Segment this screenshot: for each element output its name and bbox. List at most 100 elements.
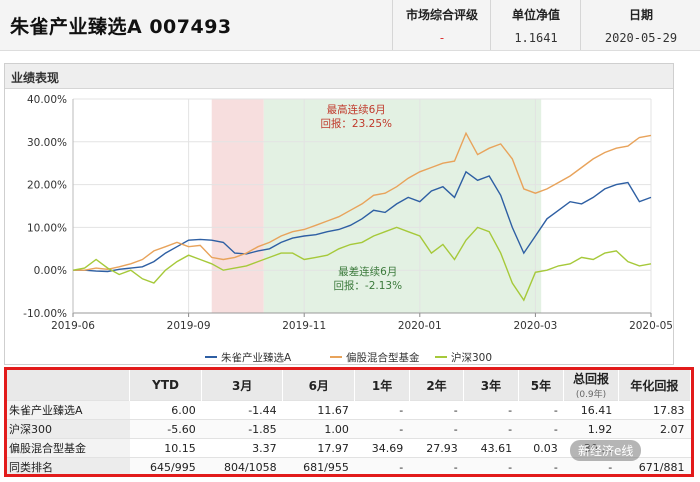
- returns-table: YTD 3月 6月 1年 2年 3年 5年 总回报 (0.9年) 年化回报 朱雀产业臻选A 6.00…: [7, 370, 691, 474]
- x-tick-label: 2020-03: [513, 320, 557, 332]
- table-header-cell: 年化回报: [618, 370, 691, 401]
- table-cell: 645/995: [129, 457, 202, 474]
- table-header-cell: 总回报 (0.9年): [563, 370, 619, 401]
- table-cell: 11.67: [282, 400, 355, 420]
- row-name: 偏股混合型基金: [7, 438, 130, 458]
- table-cell: 2.07: [618, 419, 691, 439]
- nav-value: 1.1641: [514, 31, 558, 45]
- legend-label: 朱雀产业臻选A: [221, 351, 292, 364]
- table-cell: -: [409, 457, 464, 474]
- panel-title: 业绩表现: [11, 71, 60, 85]
- table-cell: 6.00: [129, 400, 202, 420]
- y-tick-label: 40.00%: [27, 94, 67, 106]
- rating-label: 市场综合评级: [405, 8, 478, 22]
- panel-title-bar: 业绩表现: [5, 64, 673, 89]
- table-cell: 0.03: [518, 438, 564, 458]
- table-cell: 17.97: [282, 438, 355, 458]
- table-body: 朱雀产业臻选A 6.00 -1.44 11.67- - - -16.41 17.83 沪深300…: [7, 400, 691, 474]
- table-header-row: YTD 3月 6月 1年 2年 3年 5年 总回报 (0.9年) 年化回报: [7, 370, 691, 401]
- nav-cell: 单位净值 1.1641: [490, 0, 581, 50]
- table-header-label: 6月: [308, 378, 329, 393]
- returns-table-box: YTD 3月 6月 1年 2年 3年 5年 总回报 (0.9年) 年化回报 朱雀产业臻选A 6.00…: [4, 367, 694, 477]
- table-cell: 1.92: [563, 419, 619, 439]
- table-cell: -: [463, 419, 519, 439]
- table-cell: 17.83: [618, 400, 691, 420]
- legend-label: 偏股混合型基金: [346, 351, 420, 364]
- table-cell: 671/881: [618, 457, 691, 474]
- table-header-label: 3年: [480, 378, 502, 393]
- table-cell: 34.69: [354, 438, 410, 458]
- table-header-cell: 6月: [282, 370, 356, 401]
- watermark: 新经济e线: [570, 440, 642, 461]
- header-bar: 朱雀产业臻选A 007493 市场综合评级 - 单位净值 1.1641 日期 2…: [0, 0, 700, 51]
- nav-label: 单位净值: [511, 8, 560, 22]
- annotation-text: 回报：-2.13%: [333, 279, 402, 292]
- x-tick-label: 2019-06: [51, 320, 95, 332]
- table-cell: 16.41: [563, 400, 619, 420]
- table-header-cell: 3月: [201, 370, 284, 401]
- x-tick-label: 2020-01: [398, 320, 442, 332]
- table-header-cell: 2年: [409, 370, 465, 401]
- table-cell: -: [518, 457, 564, 474]
- x-tick-label: 2019-11: [282, 320, 326, 332]
- table-header-cell: YTD: [129, 370, 203, 401]
- table-cell: -: [518, 400, 564, 420]
- table-cell: 681/955: [282, 457, 355, 474]
- date-label: 日期: [628, 8, 653, 22]
- shaded-region: [211, 99, 264, 313]
- performance-panel: 业绩表现 40.00% 30.00% 20.00% 10.00% 0.00% -10.00…: [4, 63, 674, 365]
- table-cell: -: [518, 419, 564, 439]
- annotation-text: 最差连续6月: [338, 265, 397, 278]
- table-cell: 804/1058: [201, 457, 283, 474]
- y-tick-label: -10.00%: [23, 308, 67, 320]
- x-tick-label: 2019-09: [167, 320, 211, 332]
- table-row: 同类排名 645/995 804/1058 681/955- - - - -671/881: [7, 457, 691, 474]
- x-tick-label: 2020-05: [629, 320, 673, 332]
- y-tick-label: 30.00%: [27, 137, 67, 149]
- performance-chart: 40.00%30.00%20.00%10.00%0.00%-10.00%2019…: [23, 94, 673, 364]
- rating-cell: 市场综合评级 -: [392, 0, 491, 50]
- table-cell: 1.00: [282, 419, 355, 439]
- table-header-cell: 1年: [354, 370, 410, 401]
- table-cell: 3.37: [201, 438, 283, 458]
- table-header-label: YTD: [152, 378, 180, 392]
- table-cell: -: [354, 419, 410, 439]
- legend-label: 沪深300: [451, 351, 492, 364]
- series-line: [73, 131, 652, 271]
- table-header-label: 2年: [426, 378, 447, 393]
- table-header-label: 1年: [371, 378, 393, 393]
- table-cell: -: [463, 400, 519, 420]
- fund-title: 朱雀产业臻选A 007493: [10, 16, 232, 38]
- table-row: 朱雀产业臻选A 6.00 -1.44 11.67- - - -16.41 17.83: [7, 400, 691, 420]
- table-cell: -: [563, 457, 619, 474]
- table-header-label: 年化回报: [630, 378, 679, 393]
- row-name: 同类排名: [7, 457, 130, 474]
- table-cell: -: [354, 400, 410, 420]
- y-tick-label: 0.00%: [34, 265, 67, 277]
- series-line: [73, 170, 652, 273]
- y-tick-label: 10.00%: [27, 222, 67, 234]
- table-header-label: 3月: [232, 378, 253, 393]
- table-cell: -: [354, 457, 410, 474]
- table-cell: -1.85: [201, 419, 283, 439]
- series-line: [72, 226, 652, 302]
- table-header-cell: [7, 370, 130, 401]
- annotation-text: 回报：23.25%: [320, 117, 392, 130]
- table-header-cell: 5年: [518, 370, 565, 401]
- row-name: 沪深300: [7, 419, 130, 439]
- date-cell: 日期 2020-05-29: [580, 0, 700, 50]
- y-tick-label: 20.00%: [27, 180, 67, 192]
- table-header-cell: 3年: [463, 370, 519, 401]
- table-row: 沪深300 -5.60 -1.85 1.00- - - -1.92 2.07: [7, 419, 691, 439]
- table-header-sublabel: (0.9年): [575, 390, 607, 400]
- table-cell: 27.93: [409, 438, 464, 458]
- table-cell: 43.61: [463, 438, 519, 458]
- shaded-region: [263, 99, 542, 313]
- annotation-text: 最高连续6月: [327, 103, 386, 116]
- table-header-label: 5年: [530, 378, 552, 393]
- row-name: 朱雀产业臻选A: [7, 400, 130, 420]
- table-cell: -5.60: [129, 419, 202, 439]
- table-cell: -1.44: [201, 400, 283, 420]
- date-value: 2020-05-29: [604, 31, 678, 45]
- table-header-label: 总回报: [573, 372, 610, 386]
